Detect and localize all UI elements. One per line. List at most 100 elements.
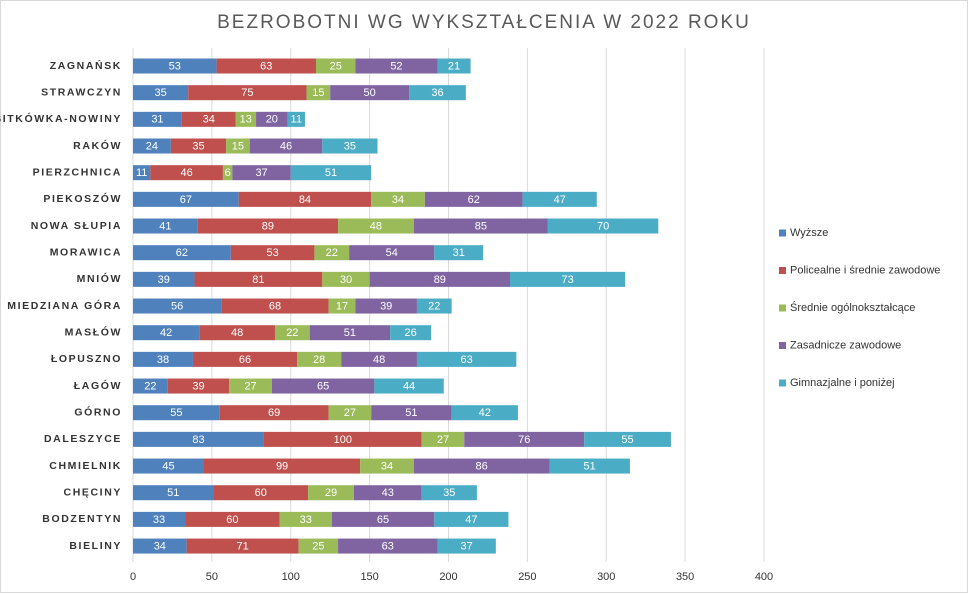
bar-segment <box>133 191 239 207</box>
bar-segment <box>315 58 356 74</box>
data-label: 55 <box>170 407 182 419</box>
data-label: 51 <box>167 487 179 499</box>
x-tick-label: 0 <box>130 571 136 583</box>
data-label: 46 <box>280 140 292 152</box>
data-label: 54 <box>386 247 398 259</box>
x-tick-label: 50 <box>206 571 218 583</box>
data-label: 76 <box>518 434 530 446</box>
data-label: 34 <box>392 194 404 206</box>
bar-segment <box>451 405 518 421</box>
bar-segment <box>221 298 329 314</box>
data-label: 71 <box>237 540 249 552</box>
legend-swatch <box>779 379 786 387</box>
y-tick-label: ŁOPUSZNO <box>51 353 122 365</box>
data-label: 29 <box>325 487 337 499</box>
legend-label: Zasadnicze zawodowe <box>790 339 901 351</box>
bar-segment <box>309 325 391 341</box>
y-tick-label: BIELINY <box>69 540 122 552</box>
bar-segment <box>199 325 275 341</box>
bar-segment <box>238 191 372 207</box>
data-label: 38 <box>157 354 169 366</box>
data-label: 89 <box>262 220 274 232</box>
data-label: 42 <box>479 407 491 419</box>
bar-segment <box>390 325 432 341</box>
data-label: 25 <box>330 60 342 72</box>
bar-segment <box>230 245 315 261</box>
bar-segment <box>133 245 231 261</box>
data-label: 51 <box>405 407 417 419</box>
y-tick-label: ZAGNAŃSK <box>50 59 122 72</box>
data-label: 33 <box>153 514 165 526</box>
bar-segment <box>522 191 597 207</box>
x-tick-label: 200 <box>439 571 457 583</box>
bar-segment <box>360 458 414 474</box>
bar-segment <box>349 245 435 261</box>
bar-segment <box>421 431 465 447</box>
data-label: 34 <box>381 460 393 472</box>
bar-segment <box>328 405 372 421</box>
legend-label: Średnie ogólnokształcące <box>790 301 915 314</box>
y-tick-label: STRAWCZYN <box>41 86 122 98</box>
data-label: 44 <box>403 380 415 392</box>
bar-segment <box>274 325 310 341</box>
data-label: 100 <box>334 434 352 446</box>
data-label: 35 <box>443 487 455 499</box>
bar-segment <box>192 351 298 367</box>
data-label: 63 <box>461 354 473 366</box>
bar-segment <box>413 218 548 234</box>
bar-segment <box>133 165 151 181</box>
bar-segment <box>194 271 323 287</box>
data-label: 27 <box>244 380 256 392</box>
legend-swatch <box>779 304 786 312</box>
data-label: 39 <box>192 380 204 392</box>
bar-segment <box>133 511 186 527</box>
bar-segment <box>133 58 217 74</box>
bar-segment <box>409 85 466 101</box>
bar-segment <box>133 378 168 394</box>
data-label: 39 <box>158 274 170 286</box>
bar-segment <box>434 245 484 261</box>
data-label: 51 <box>584 460 596 472</box>
bar-segment <box>437 58 471 74</box>
bar-segment <box>133 325 200 341</box>
bar-segment <box>133 458 204 474</box>
data-label: 37 <box>255 167 267 179</box>
bar-segment <box>133 111 182 127</box>
bar-segment <box>424 191 523 207</box>
bar-segment <box>328 298 356 314</box>
data-label: 50 <box>364 87 376 99</box>
data-label: 37 <box>461 540 473 552</box>
data-label: 60 <box>255 487 267 499</box>
data-label: 70 <box>597 220 609 232</box>
data-label: 33 <box>300 514 312 526</box>
data-label: 11 <box>136 167 147 179</box>
bar-segment <box>167 378 230 394</box>
bar-segment <box>421 485 477 501</box>
bar-segment <box>306 85 331 101</box>
x-tick-label: 300 <box>597 571 615 583</box>
bar-segment <box>256 111 288 127</box>
data-label: 83 <box>192 434 204 446</box>
bar-segment <box>434 511 509 527</box>
bar-segment <box>338 218 414 234</box>
bar-segment <box>353 485 422 501</box>
bar-segment <box>213 485 309 501</box>
chart-title: BEZROBOTNI WG WYKSZTAŁCENIA W 2022 ROKU <box>217 12 751 33</box>
data-label: 25 <box>312 540 324 552</box>
data-label: 69 <box>268 407 280 419</box>
data-label: 39 <box>380 300 392 312</box>
bar-segment <box>170 138 227 154</box>
legend-label: Gimnazjalne i poniżej <box>790 377 895 389</box>
bar-segment <box>290 165 372 181</box>
y-tick-label: ŁAGÓW <box>74 379 122 392</box>
data-label: 99 <box>276 460 288 472</box>
bar-segment <box>133 405 220 421</box>
bar-segment <box>416 298 452 314</box>
data-label: 85 <box>475 220 487 232</box>
data-label: 48 <box>370 220 382 232</box>
bar-segment <box>203 458 361 474</box>
bar-segment <box>547 218 659 234</box>
bar-segment <box>181 111 236 127</box>
